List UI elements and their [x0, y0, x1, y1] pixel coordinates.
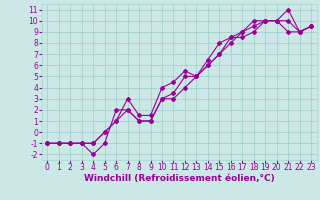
X-axis label: Windchill (Refroidissement éolien,°C): Windchill (Refroidissement éolien,°C): [84, 174, 275, 183]
